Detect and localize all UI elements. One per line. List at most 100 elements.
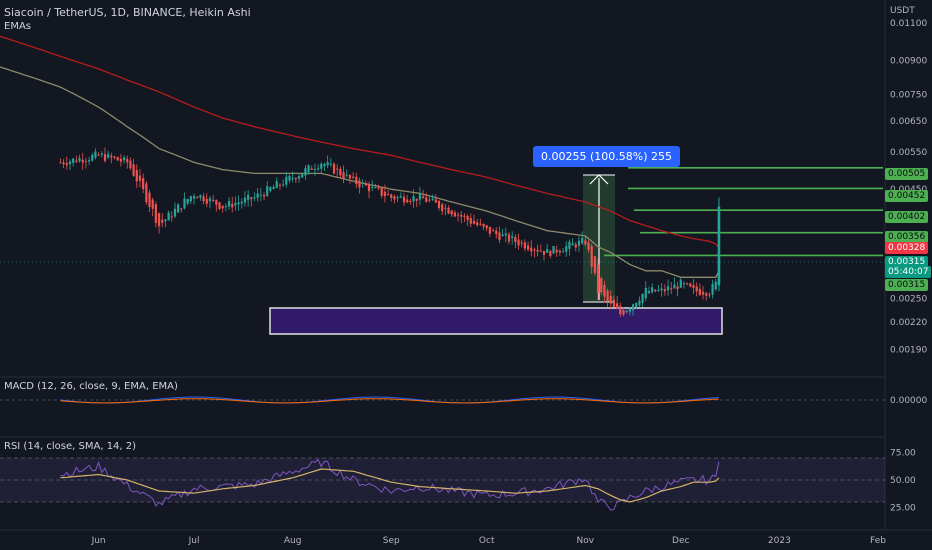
price-axis-tag: 0.00505 [885,168,929,180]
candle-body [425,197,428,203]
time-tick-label: Nov [577,536,595,546]
candle-body [81,159,84,163]
rsi-tick-label: 75.00 [890,449,916,459]
candle-body [479,223,482,225]
candle-body [339,169,342,176]
rsi-tick-label: 50.00 [890,476,916,486]
rsi-line[interactable] [60,458,720,511]
price-tick-label: 0.00750 [890,90,927,100]
candle-body [657,289,660,291]
price-axis-tag: 0.00452 [885,190,929,202]
candle-body [323,164,326,167]
candle-body [520,242,523,244]
candle-body [606,290,609,302]
time-tick-label: Feb [870,536,886,546]
candle-body [533,249,536,251]
candle-body [441,204,444,212]
candle-body [202,196,205,202]
candle-body [212,199,215,201]
candle-body [571,243,574,246]
support-zone[interactable] [269,307,723,335]
rsi-label[interactable]: RSI (14, close, SMA, 14, 2) [4,441,137,452]
candle-body [103,154,107,161]
candle-body [282,184,285,186]
candle-body [72,158,75,163]
candle-body [110,155,113,158]
price-tick-label: 0.00900 [890,56,927,66]
measure-label[interactable]: 0.00255 (100.58%) 255 [533,146,681,167]
candle-body [600,278,603,293]
ema-200-line[interactable] [0,35,720,249]
candle-body [142,178,145,190]
candle-body [698,288,701,295]
candle-body [689,283,692,287]
candle-body [546,249,549,253]
candle-body [530,247,533,252]
candle-body [221,205,224,209]
macd-label[interactable]: MACD (12, 26, close, 9, EMA, EMA) [4,381,178,392]
candle-body [485,225,488,229]
candle-body [87,159,91,162]
candle-body [377,187,380,189]
candle-body [421,196,425,199]
candle-body [654,289,657,292]
candle-body [491,230,495,232]
candle-body [332,163,336,174]
candle-body [631,304,635,311]
candle-body [78,158,81,162]
macd-tick-label: 0.00000 [890,396,927,406]
candle-body [638,300,641,306]
candle-body [568,241,571,249]
candle-body [476,222,479,226]
candle-body [294,178,297,180]
rsi-ma-line[interactable] [60,468,720,503]
candle-body [320,163,323,169]
candle-body [705,293,708,296]
time-tick-label: Jun [91,536,106,546]
candle-body [157,213,161,227]
candle-body [514,237,517,243]
candle-body [402,196,406,203]
candle-body [167,212,170,221]
candle-body [231,203,234,208]
candle-body [542,250,546,255]
candle-body [304,168,307,176]
candle-body [361,182,364,184]
candle-body [307,165,310,172]
candle-body [635,302,638,308]
ema-indicator-label[interactable]: EMAs [4,21,31,32]
candle-body [199,195,202,198]
candle-body [291,178,294,180]
symbol-title[interactable]: Siacoin / TetherUS, 1D, BINANCE, Heikin … [4,6,251,19]
candle-body [651,287,654,293]
candle-body [399,196,402,198]
candle-body [374,187,377,189]
candle-body [94,151,97,158]
candle-body [371,186,374,188]
candle-body [644,287,647,299]
candle-body [523,242,526,249]
candle-body [469,218,472,224]
candle-body [59,162,62,164]
candle-body [170,216,173,218]
time-tick-label: Sep [383,536,400,546]
candle-body [218,202,221,209]
candle-body [581,237,584,244]
candle-body [107,154,110,158]
time-tick-label: Aug [284,536,302,546]
candle-body [145,183,148,203]
candle-body [288,175,291,181]
price-tick-label: 0.01100 [890,19,927,29]
macd-signal-line[interactable] [60,398,719,404]
candle-body [393,196,396,200]
candle-body [138,175,142,181]
candle-body [390,194,393,199]
candle-body [431,198,434,201]
candle-body [456,214,460,216]
candle-body [186,198,189,204]
candle-body [670,288,673,290]
candle-body [406,199,409,203]
candle-body [247,194,250,201]
candle-body [628,309,631,312]
